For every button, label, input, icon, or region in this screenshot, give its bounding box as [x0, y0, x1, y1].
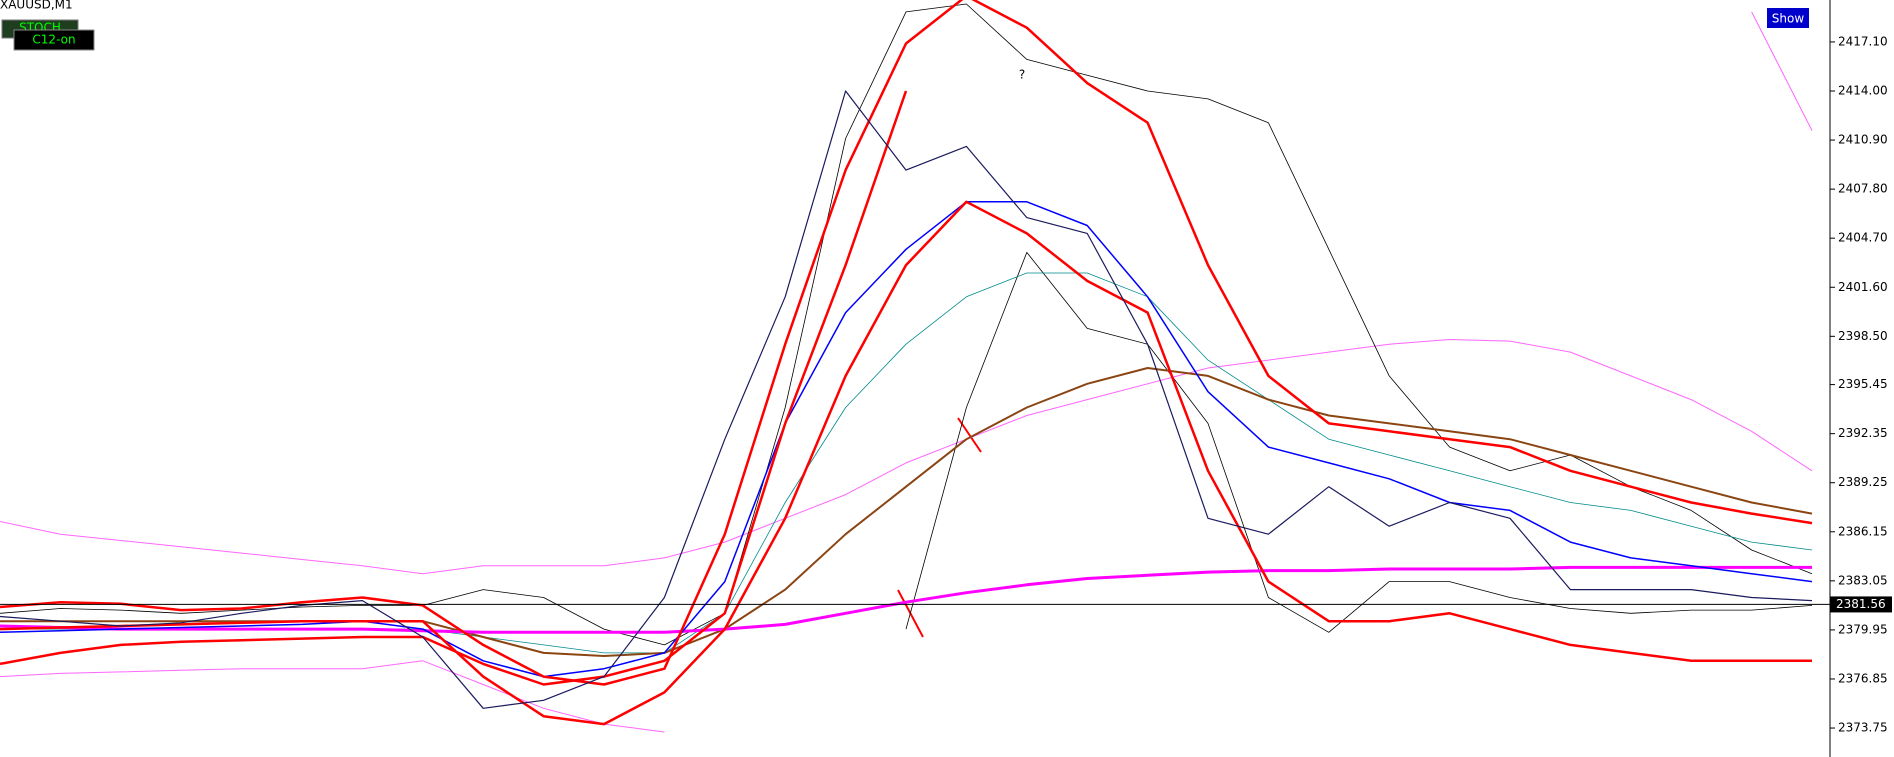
y-tick-label: 2404.70	[1838, 231, 1888, 245]
indicator-line	[1751, 11, 1813, 131]
annotation: ?	[1019, 68, 1025, 82]
plot-area	[0, 0, 1813, 733]
indicator-line	[0, 565, 1812, 634]
c12-button[interactable]	[13, 29, 95, 51]
indicator-line	[0, 90, 1813, 709]
y-tick-label: 2389.25	[1838, 475, 1888, 489]
y-tick-label: 2398.50	[1838, 329, 1888, 343]
current-price-label: 2381.56	[1836, 597, 1886, 611]
indicator-line	[0, 660, 665, 733]
y-tick-label: 2373.75	[1838, 721, 1888, 735]
y-tick-label: 2392.35	[1838, 426, 1888, 440]
show-button-label[interactable]: Show	[1772, 12, 1805, 26]
y-tick-label: 2395.45	[1838, 377, 1888, 391]
indicator-line	[0, 0, 1813, 686]
indicator-line	[0, 339, 1813, 575]
y-tick-label: 2379.95	[1838, 622, 1888, 636]
y-tick-label: 2407.80	[1838, 182, 1888, 196]
y-tick-label: 2410.90	[1838, 133, 1888, 147]
y-tick-label: 2417.10	[1838, 34, 1888, 48]
indicator-line	[0, 90, 908, 686]
indicator-line	[0, 201, 1813, 678]
y-tick-label: 2401.60	[1838, 280, 1888, 294]
show-button[interactable]	[1767, 8, 1809, 28]
y-tick-label: 2383.05	[1838, 573, 1888, 587]
symbol-title: XAUUSD,M1	[0, 0, 73, 12]
indicator-line	[0, 200, 1812, 726]
indicator-line	[905, 252, 1813, 633]
indicator-line	[0, 3, 1813, 646]
current-price-box	[1830, 596, 1892, 613]
y-tick-label: 2376.85	[1838, 671, 1888, 685]
c12-button-label[interactable]: C12-on	[32, 33, 75, 47]
y-tick-label: 2414.00	[1838, 84, 1888, 98]
y-tick-label: 2386.15	[1838, 524, 1888, 538]
